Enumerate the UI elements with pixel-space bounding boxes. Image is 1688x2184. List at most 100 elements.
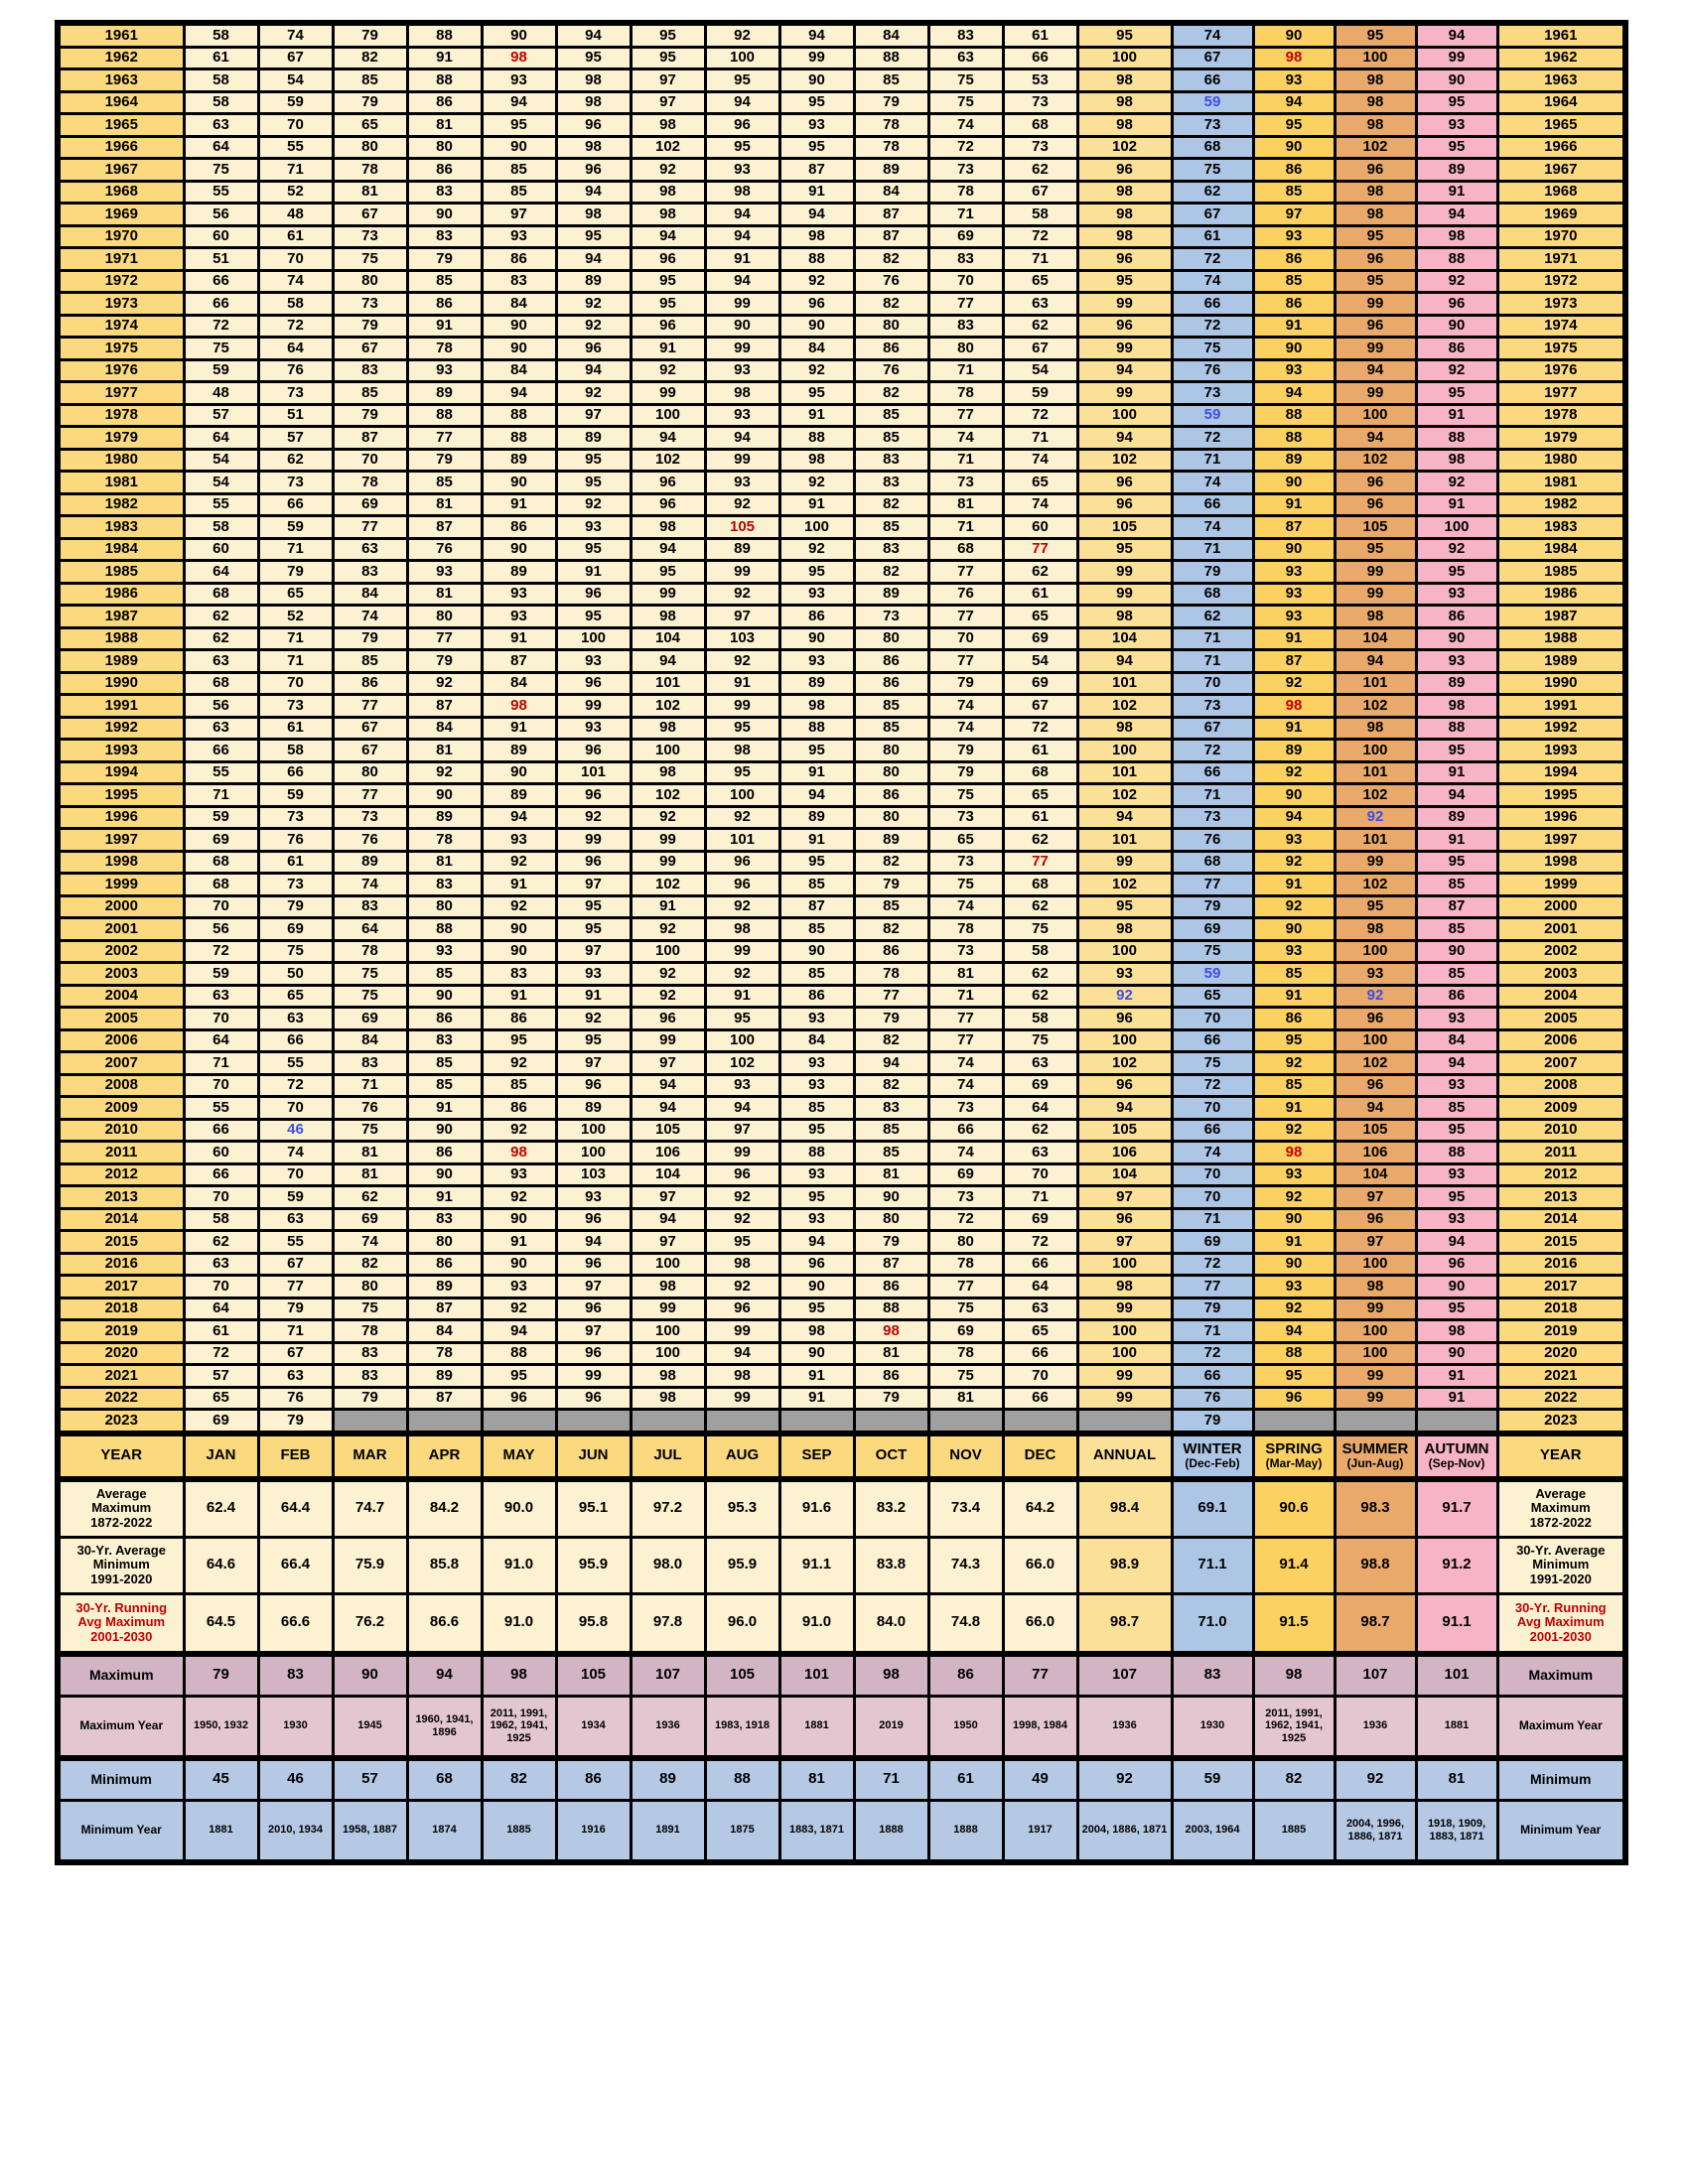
data-cell: 92 — [703, 491, 781, 517]
data-cell: 92 — [703, 1274, 781, 1299]
data-cell: 75 — [331, 1296, 409, 1321]
data-cell: 69 — [182, 827, 260, 853]
data-cell: 83 — [331, 1340, 409, 1366]
stat-cell: 91.1 — [1414, 1591, 1499, 1655]
annual-header-cell: ANNUAL — [1075, 1430, 1174, 1482]
data-cell: 84 — [480, 670, 558, 696]
stat-cell: 2010, 1934 — [256, 1798, 335, 1863]
data-cell: 93 — [480, 223, 558, 249]
footer-label: Maximum — [56, 1650, 186, 1698]
data-cell: 61 — [256, 715, 335, 741]
data-cell: 84 — [777, 336, 856, 361]
data-cell: 104 — [629, 1161, 707, 1187]
data-cell: 80 — [331, 134, 409, 160]
data-cell: 90 — [1251, 21, 1336, 49]
data-cell: 91 — [1414, 1385, 1499, 1411]
data-cell: 89 — [480, 738, 558, 763]
data-cell: 75 — [926, 89, 1005, 115]
data-cell: 88 — [1251, 402, 1336, 428]
data-cell: 89 — [1414, 670, 1499, 696]
data-cell: 94 — [1251, 1318, 1336, 1344]
data-cell: 94 — [1075, 804, 1174, 830]
data-cell: 100 — [554, 625, 633, 651]
data-cell: 86 — [480, 1095, 558, 1121]
data-cell: 59 — [1170, 961, 1255, 987]
table-row: 2001 56 69 64 88 90 95 92 98 85 82 78 75 98 69 90 98 85 20… — [56, 916, 1627, 942]
data-cell: 82 — [852, 1027, 930, 1053]
data-cell: 97 — [629, 1184, 707, 1210]
data-cell: 72 — [182, 1340, 260, 1366]
data-cell: 101 — [1075, 827, 1174, 853]
missing-cell — [554, 1408, 633, 1434]
year-header-cell: YEAR — [56, 1430, 186, 1482]
data-cell: 92 — [703, 21, 781, 49]
year-cell: 2004 — [56, 983, 186, 1009]
data-cell: 87 — [777, 157, 856, 183]
year-header-cell: YEAR — [1495, 1430, 1627, 1482]
data-cell: 58 — [182, 514, 260, 540]
data-cell: 105 — [1333, 514, 1418, 540]
data-cell: 91 — [554, 983, 633, 1009]
month-header-cell: FEB — [256, 1430, 335, 1482]
data-cell: 98 — [1333, 715, 1418, 741]
data-cell: 86 — [777, 604, 856, 629]
data-cell: 92 — [480, 1184, 558, 1210]
data-cell: 90 — [777, 625, 856, 651]
stat-cell: 2004, 1886, 1871 — [1075, 1798, 1174, 1863]
data-cell: 78 — [405, 336, 484, 361]
table-row: 1982 55 66 69 81 91 92 96 92 91 82 81 74 96 66 91 96 91 19… — [56, 491, 1627, 517]
data-cell: 100 — [1075, 1027, 1174, 1053]
data-cell: 65 — [1170, 983, 1255, 1009]
data-cell: 88 — [1414, 715, 1499, 741]
table-row: 1964 58 59 79 86 94 98 97 94 95 79 75 73 98 59 94 98 95 19… — [56, 89, 1627, 115]
month-header-cell: JUL — [629, 1430, 707, 1482]
data-cell: 92 — [554, 1006, 633, 1031]
data-cell: 65 — [1001, 268, 1079, 294]
data-cell: 67 — [331, 738, 409, 763]
data-cell: 79 — [256, 1408, 335, 1434]
data-cell: 83 — [331, 1363, 409, 1389]
data-cell: 96 — [1075, 313, 1174, 339]
year-cell: 2019 — [56, 1318, 186, 1344]
data-cell: 95 — [554, 470, 633, 495]
data-cell: 92 — [629, 157, 707, 183]
data-cell: 64 — [1001, 1095, 1079, 1121]
data-cell: 98 — [629, 715, 707, 741]
data-cell: 94 — [1414, 202, 1499, 227]
stat-cell: 86 — [554, 1754, 633, 1802]
data-cell: 74 — [1001, 447, 1079, 473]
data-cell: 95 — [1251, 112, 1336, 138]
stat-cell: 91.5 — [1251, 1591, 1336, 1655]
data-cell: 97 — [554, 1274, 633, 1299]
data-cell: 102 — [1075, 447, 1174, 473]
data-cell: 58 — [182, 1206, 260, 1232]
stat-cell: 84.2 — [405, 1477, 484, 1539]
data-cell: 97 — [629, 1229, 707, 1255]
table-row: 2000 70 79 83 80 92 95 91 92 87 85 74 62 95 79 92 95 87 20… — [56, 893, 1627, 919]
data-cell: 84 — [405, 715, 484, 741]
year-cell: 1990 — [56, 670, 186, 696]
data-cell: 59 — [256, 89, 335, 115]
data-cell: 72 — [1170, 1072, 1255, 1098]
stat-cell: 107 — [1075, 1650, 1174, 1698]
data-cell: 92 — [1251, 1117, 1336, 1143]
data-cell: 67 — [1001, 336, 1079, 361]
data-cell: 97 — [554, 938, 633, 964]
table-row: 1977 48 73 85 89 94 92 99 98 95 82 78 59 99 73 94 99 95 19… — [56, 380, 1627, 406]
data-cell: 90 — [703, 313, 781, 339]
data-cell: 97 — [554, 402, 633, 428]
data-cell: 99 — [703, 1140, 781, 1165]
year-cell: 2023 — [1495, 1408, 1627, 1434]
data-cell: 74 — [256, 1140, 335, 1165]
data-cell: 96 — [554, 1251, 633, 1277]
data-cell: 96 — [1414, 291, 1499, 317]
data-cell: 100 — [1075, 402, 1174, 428]
data-cell: 63 — [331, 536, 409, 562]
data-cell: 90 — [777, 313, 856, 339]
data-cell: 76 — [1170, 1385, 1255, 1411]
stat-cell: 95.3 — [703, 1477, 781, 1539]
table-row: 1993 66 58 67 81 89 96 100 98 95 80 79 61 100 72 89 100 9… — [56, 738, 1627, 763]
data-cell: 99 — [703, 938, 781, 964]
data-cell: 98 — [1414, 693, 1499, 719]
data-cell: 86 — [1251, 157, 1336, 183]
